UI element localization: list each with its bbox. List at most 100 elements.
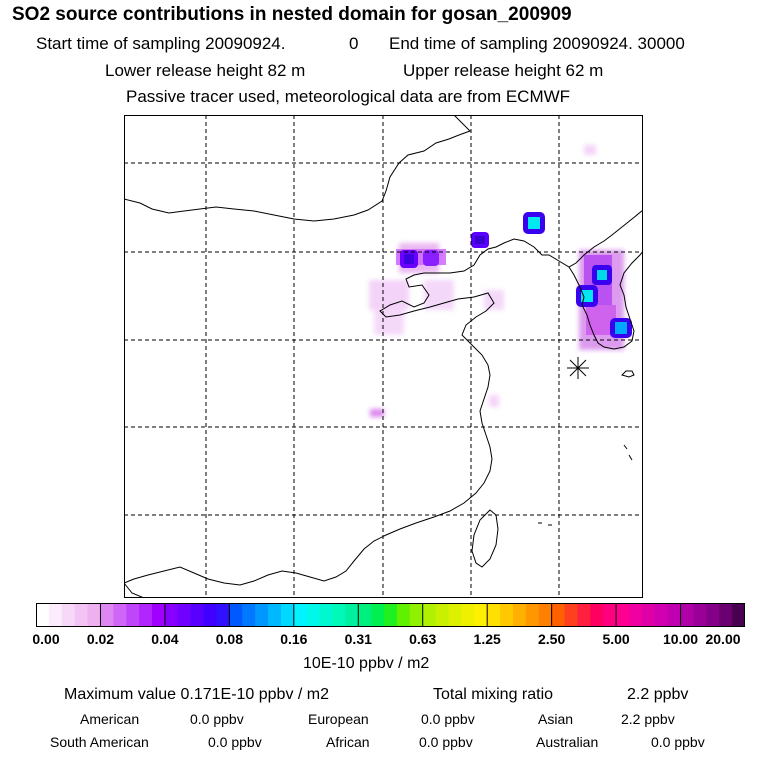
colorbar-tick-label: 0.31 bbox=[344, 631, 372, 647]
region-name: Asian bbox=[538, 711, 574, 727]
region-value: 2.2 ppbv bbox=[621, 711, 675, 727]
colorbar-tick-label: 0.63 bbox=[409, 631, 437, 647]
colorbar-cell bbox=[487, 603, 501, 627]
colorbar-cell bbox=[280, 603, 295, 627]
colorbar-cell bbox=[693, 603, 707, 627]
colorbar-tick-label: 0.16 bbox=[280, 631, 308, 647]
receptor-asterisk-marker bbox=[567, 357, 589, 379]
hotspot bbox=[423, 250, 439, 266]
colorbar-cell bbox=[190, 603, 205, 627]
region-value: 0.0 ppbv bbox=[190, 711, 244, 727]
hotspot bbox=[471, 232, 489, 248]
colorbar-cell bbox=[680, 603, 694, 627]
colorbar-cell bbox=[100, 603, 114, 627]
colorbar-cell bbox=[706, 603, 720, 627]
colorbar-cell bbox=[525, 603, 540, 627]
colorbar-cell bbox=[371, 603, 385, 627]
colorbar-cell bbox=[345, 603, 359, 627]
colorbar-tick-label: 2.50 bbox=[538, 631, 566, 647]
plume-patch bbox=[584, 145, 596, 155]
colorbar-tick-label: 0.04 bbox=[151, 631, 179, 647]
colorbar-tick-label: 5.00 bbox=[602, 631, 630, 647]
colorbar-cell bbox=[319, 603, 333, 627]
colorbar-cell bbox=[512, 603, 527, 627]
plot-title: SO2 source contributions in nested domai… bbox=[12, 4, 572, 25]
colorbar-cell bbox=[177, 603, 192, 627]
map-panel bbox=[124, 115, 643, 598]
plume-patch bbox=[370, 409, 384, 417]
plume-patch bbox=[369, 280, 409, 310]
colorbar-cell bbox=[126, 603, 140, 627]
colorbar-cell bbox=[48, 603, 63, 627]
colorbar-cell bbox=[577, 603, 591, 627]
region-value: 0.0 ppbv bbox=[651, 734, 705, 750]
region-value: 0.0 ppbv bbox=[421, 711, 475, 727]
colorbar-cell bbox=[216, 603, 230, 627]
colorbar-cell bbox=[719, 603, 733, 627]
colorbar-cell bbox=[474, 603, 488, 627]
hotspot bbox=[592, 265, 612, 285]
colorbar-tick-label: 20.00 bbox=[705, 631, 741, 647]
hotspot bbox=[610, 318, 632, 338]
colorbar-cell bbox=[293, 603, 308, 627]
colorbar-tick-label: 10.00 bbox=[663, 631, 699, 647]
colorbar-cell bbox=[152, 603, 166, 627]
hotspot bbox=[576, 285, 598, 307]
colorbar-cell bbox=[229, 603, 243, 627]
tracer-info: Passive tracer used, meteorological data… bbox=[126, 87, 571, 106]
colorbar-cell bbox=[139, 603, 153, 627]
colorbar-tick-label: 0.08 bbox=[215, 631, 243, 647]
start-time-value: 0 bbox=[349, 34, 359, 53]
colorbar-cell bbox=[616, 603, 630, 627]
colorbar-cell bbox=[255, 603, 269, 627]
colorbar-cell bbox=[61, 603, 76, 627]
region-name: South American bbox=[50, 734, 149, 750]
colorbar-cell bbox=[242, 603, 256, 627]
colorbar-cell bbox=[332, 603, 346, 627]
colorbar-cell bbox=[203, 603, 217, 627]
colorbar-cell bbox=[87, 603, 101, 627]
total-mixing-ratio-label: Total mixing ratio bbox=[433, 686, 554, 703]
region-name: American bbox=[80, 711, 140, 727]
region-name: Australian bbox=[536, 734, 599, 750]
colorbar-cell bbox=[500, 603, 514, 627]
colorbar-units: 10E-10 ppbv / m2 bbox=[303, 655, 430, 672]
colorbar-cell bbox=[564, 603, 578, 627]
concentration-field bbox=[369, 145, 632, 417]
colorbar-cell bbox=[268, 603, 282, 627]
coastlines bbox=[124, 115, 643, 598]
colorbar-cell bbox=[603, 603, 617, 627]
region-name: European bbox=[308, 711, 369, 727]
colorbar-cell bbox=[435, 603, 450, 627]
colorbar-cell bbox=[113, 603, 127, 627]
colorbar-tick-label: 0.02 bbox=[86, 631, 115, 647]
colorbar-cell bbox=[654, 603, 669, 627]
start-time-label: Start time of sampling 20090924. bbox=[36, 34, 286, 53]
region-value: 0.0 ppbv bbox=[208, 734, 262, 750]
plume-patch bbox=[374, 310, 404, 335]
colorbar-cell bbox=[448, 603, 462, 627]
total-mixing-ratio-value: 2.2 ppbv bbox=[627, 686, 689, 703]
hotspot bbox=[523, 212, 545, 234]
colorbar-cell bbox=[74, 603, 89, 627]
colorbar-cell bbox=[384, 603, 398, 627]
colorbar-cell bbox=[164, 603, 179, 627]
plume-patch bbox=[489, 395, 499, 407]
graticule bbox=[124, 115, 643, 598]
colorbar-cell bbox=[461, 603, 475, 627]
colorbar-cell bbox=[409, 603, 424, 627]
maximum-value: Maximum value 0.171E-10 ppbv / m2 bbox=[64, 686, 330, 703]
colorbar-cell bbox=[628, 603, 643, 627]
colorbar-cell bbox=[590, 603, 604, 627]
colorbar-cell bbox=[36, 603, 50, 627]
colorbar-cell bbox=[396, 603, 411, 627]
hotspot bbox=[400, 250, 418, 268]
colorbar-tick-label: 1.25 bbox=[473, 631, 501, 647]
colorbar-cell bbox=[422, 603, 437, 627]
colorbar-cell bbox=[358, 603, 372, 627]
colorbar-cell bbox=[538, 603, 553, 627]
end-time-label: End time of sampling 20090924. 30000 bbox=[389, 34, 685, 53]
colorbar-cell bbox=[667, 603, 682, 627]
region-name: African bbox=[326, 734, 370, 750]
colorbar-tick-label: 0.00 bbox=[32, 631, 60, 647]
